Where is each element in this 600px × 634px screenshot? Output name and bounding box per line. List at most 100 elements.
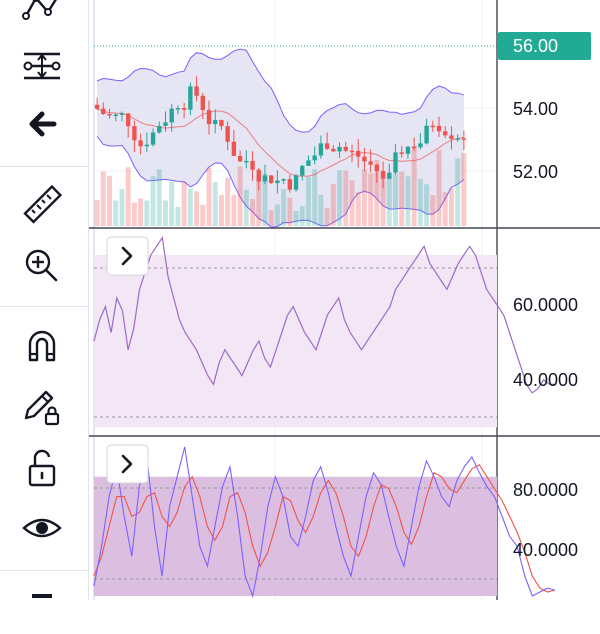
volume-bar	[436, 150, 442, 226]
trash-tool[interactable]	[14, 586, 70, 634]
volume-bar	[225, 177, 231, 226]
bollinger-lower	[96, 136, 465, 228]
chart-area[interactable]: 54.00 52.00 56.00 60.0000 40.0000 80.000…	[89, 0, 600, 600]
candle-body	[293, 175, 299, 190]
candle-body	[194, 86, 199, 96]
volume-bar	[380, 170, 386, 226]
back-tool[interactable]	[14, 100, 70, 148]
stochastic-k-line	[93, 446, 556, 599]
stochastic-d-line	[93, 464, 556, 593]
candle-body	[424, 125, 429, 144]
chevron-right-icon	[121, 454, 133, 474]
volume-bar	[361, 169, 367, 226]
volume-bar	[411, 146, 417, 226]
candle-body	[399, 152, 404, 154]
y-tick-label: 60.0000	[513, 295, 578, 315]
volume-bar	[268, 210, 274, 226]
candle-body	[144, 144, 150, 147]
eye-icon	[22, 518, 62, 538]
volume-bar	[374, 159, 380, 226]
candle-body	[275, 180, 280, 184]
volume-bar	[131, 202, 137, 226]
candle-body	[219, 119, 224, 127]
candle-body	[331, 148, 336, 152]
pattern-tool[interactable]	[14, 0, 70, 36]
unlock-icon	[28, 449, 56, 487]
fib-icon	[23, 52, 61, 80]
candle-body	[443, 131, 448, 136]
zoom-in-icon	[25, 249, 58, 282]
volume-bar	[424, 184, 430, 226]
candle-body	[436, 125, 442, 132]
candle-body	[449, 135, 454, 139]
volume-bar	[181, 181, 187, 226]
candle-body	[318, 143, 324, 156]
rsi-expand-button[interactable]	[106, 236, 149, 276]
ruler-tool[interactable]	[14, 182, 70, 230]
stochastic-expand-button[interactable]	[106, 444, 149, 484]
ruler-icon	[23, 184, 63, 224]
volume-bars	[94, 146, 467, 226]
volume-bar	[324, 207, 330, 226]
magnet-tool[interactable]	[14, 322, 70, 370]
rsi-line	[93, 235, 555, 394]
price-pane[interactable]	[94, 45, 497, 228]
lock-drawing-tool[interactable]	[14, 382, 70, 430]
volume-bar	[405, 176, 411, 226]
candle-body	[418, 143, 423, 148]
stochastic-band	[94, 476, 497, 597]
current-price-label: 56.00	[513, 36, 558, 56]
volume-bar	[163, 200, 168, 226]
volume-bar	[200, 205, 206, 226]
volume-bar	[337, 170, 343, 226]
volume-bar	[318, 194, 324, 226]
candle-body	[343, 146, 348, 151]
candle-body	[138, 140, 143, 147]
volume-bar	[138, 198, 144, 226]
candle-body	[268, 175, 274, 184]
trash-icon	[32, 594, 52, 598]
candle-body	[150, 132, 156, 145]
volume-bar	[355, 192, 361, 226]
candle-body	[262, 175, 268, 182]
volume-bar	[274, 204, 280, 226]
chevron-right-icon	[121, 246, 133, 266]
candle-body	[430, 125, 435, 128]
volume-bar	[393, 173, 398, 226]
volume-bar	[150, 176, 156, 226]
volume-bar	[237, 166, 243, 226]
volume-bar	[349, 180, 355, 226]
volume-bar	[399, 171, 405, 226]
candle-body	[213, 119, 218, 125]
volume-bar	[94, 200, 100, 226]
candle-body	[188, 86, 193, 110]
candle-body	[411, 146, 417, 149]
candle-body	[225, 126, 230, 142]
candle-body	[337, 146, 342, 152]
volume-bar	[100, 171, 106, 226]
candle-body	[94, 104, 100, 109]
unlock-tool[interactable]	[14, 444, 70, 492]
stochastic-pane[interactable]	[93, 446, 556, 599]
candle-body	[405, 146, 411, 154]
fib-tool[interactable]	[14, 42, 70, 90]
zoom-tool[interactable]	[14, 242, 70, 290]
rsi-pane[interactable]	[93, 235, 555, 428]
volume-bar	[417, 178, 423, 226]
y-tick-label: 54.00	[513, 99, 558, 119]
candle-body	[349, 150, 355, 153]
volume-bar	[187, 188, 193, 226]
volume-bar	[125, 167, 131, 226]
volume-bar	[461, 153, 467, 226]
volume-bar	[442, 192, 448, 226]
candle-body	[380, 171, 386, 179]
candle-body	[461, 138, 467, 140]
visibility-tool[interactable]	[14, 504, 70, 552]
volume-bar	[386, 175, 392, 226]
candle-body	[312, 155, 317, 161]
toolbar-separator	[0, 306, 88, 307]
candle-body	[300, 165, 305, 176]
candle-body	[250, 160, 255, 170]
volume-bar	[293, 210, 299, 226]
bollinger-upper	[96, 48, 465, 133]
